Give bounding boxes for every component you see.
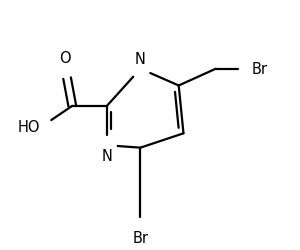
Text: O: O xyxy=(59,51,71,66)
Text: N: N xyxy=(135,52,146,67)
Text: HO: HO xyxy=(17,119,40,134)
Text: N: N xyxy=(101,148,112,163)
Text: Br: Br xyxy=(132,230,148,245)
Text: Br: Br xyxy=(252,62,268,77)
